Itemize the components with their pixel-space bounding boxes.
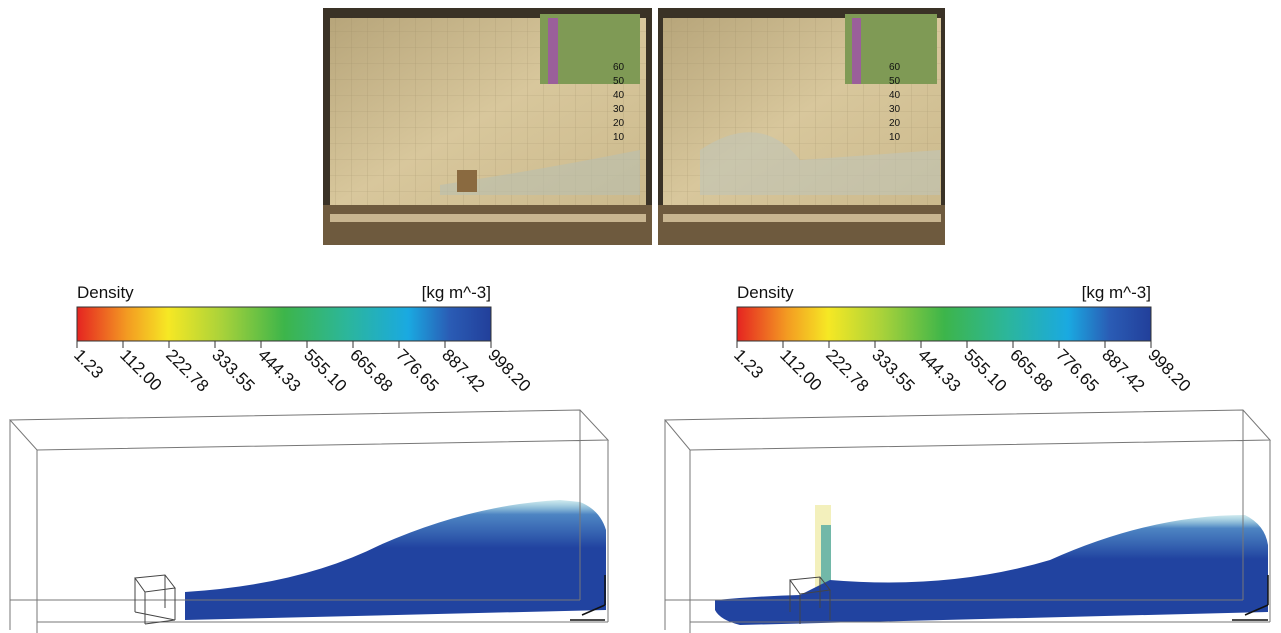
photo-left	[323, 8, 652, 245]
colorbar-unit: [kg m^-3]	[1082, 283, 1151, 302]
colorbar-tick-label: 1.23	[70, 345, 107, 382]
photo-right	[658, 8, 945, 245]
colorbar-title: Density	[737, 283, 794, 302]
photo-scale-label: 30	[613, 104, 625, 115]
colorbar-unit: [kg m^-3]	[422, 283, 491, 302]
colorbar-tick-label: 444.33	[914, 345, 964, 395]
colorbar-title: Density	[77, 283, 134, 302]
colorbar-tick-label: 887.42	[1098, 345, 1148, 395]
photo-scale-label: 20	[889, 118, 901, 129]
photo-scale-label: 40	[889, 90, 901, 101]
colorbar-tick-label: 333.55	[868, 345, 918, 395]
colorbar-tick-label: 222.78	[162, 345, 212, 395]
photo-scale-label: 30	[889, 104, 901, 115]
colorbar-tick-label: 998.20	[484, 345, 534, 395]
photo-scale-label: 50	[889, 76, 901, 87]
simulation-left	[10, 410, 608, 633]
photo-scale-label: 10	[613, 132, 625, 143]
colorbar-tick-label: 333.55	[208, 345, 258, 395]
colorbar-tick-label: 444.33	[254, 345, 304, 395]
colorbar-tick-label: 665.88	[346, 345, 396, 395]
colorbar	[737, 307, 1151, 341]
colorbar	[77, 307, 491, 341]
colorbar-tick-label: 555.10	[960, 345, 1010, 395]
figure: 605040302010Density[kg m^-3]1.23112.0022…	[0, 0, 1281, 633]
colorbar-tick-label: 555.10	[300, 345, 350, 395]
photo-scale-label: 60	[613, 62, 625, 73]
colorbar-tick-label: 887.42	[438, 345, 488, 395]
colorbar-tick-label: 222.78	[822, 345, 872, 395]
photo-scale-label: 10	[889, 132, 901, 143]
simulation-right	[665, 410, 1270, 633]
colorbar-tick-label: 998.20	[1144, 345, 1194, 395]
colorbar-tick-label: 776.65	[1052, 345, 1102, 395]
colorbar-tick-label: 112.00	[776, 345, 825, 394]
colorbar-tick-label: 1.23	[730, 345, 767, 382]
colorbar-tick-label: 776.65	[392, 345, 442, 395]
colorbar-tick-label: 112.00	[116, 345, 165, 394]
photo-scale-label: 60	[889, 62, 901, 73]
photo-scale-label: 50	[613, 76, 625, 87]
photo-scale-label: 40	[613, 90, 625, 101]
colorbar-tick-label: 665.88	[1006, 345, 1056, 395]
photo-scale-label: 20	[613, 118, 625, 129]
